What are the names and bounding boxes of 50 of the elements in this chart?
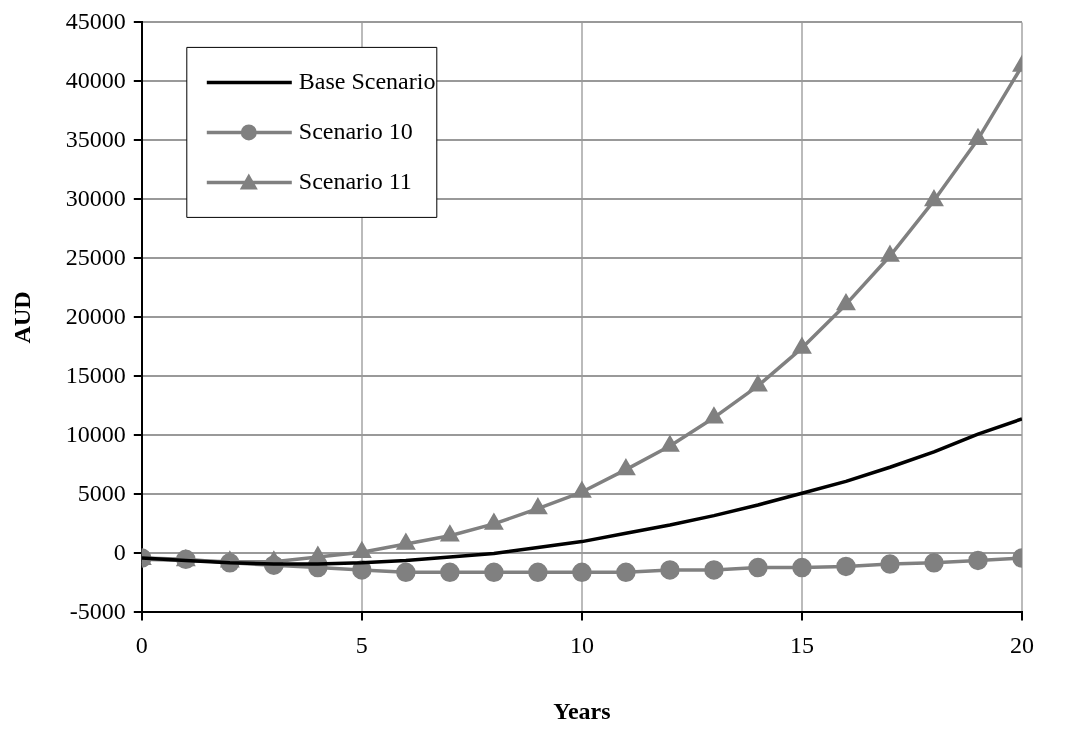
- point: [617, 459, 635, 476]
- point: [880, 554, 900, 574]
- point: [705, 407, 723, 424]
- point: [881, 246, 899, 262]
- y-tick-label: 40000: [65, 66, 126, 93]
- y-tick-label: 25000: [65, 243, 126, 270]
- point: [661, 436, 679, 452]
- x-tick-label: 20: [1010, 632, 1034, 659]
- y-tick-label: 0: [113, 538, 126, 565]
- y-tick-label: 20000: [65, 302, 126, 329]
- point: [616, 562, 636, 583]
- x-tick-label: 15: [789, 632, 814, 659]
- point: [528, 562, 548, 583]
- x-tick-label: 0: [135, 632, 148, 659]
- point: [397, 534, 415, 550]
- point: [353, 542, 371, 558]
- point: [660, 560, 680, 580]
- point: [484, 562, 504, 583]
- point: [837, 294, 855, 311]
- legend-label: Scenario 10: [298, 117, 413, 144]
- point: [748, 557, 768, 578]
- x-tick-label: 5: [355, 632, 368, 659]
- point: [396, 562, 416, 583]
- y-tick-label: 5000: [77, 479, 126, 506]
- point: [969, 129, 987, 145]
- point: [529, 498, 547, 515]
- point: [573, 482, 591, 498]
- point: [572, 562, 592, 583]
- point: [924, 553, 944, 573]
- point: [704, 560, 724, 580]
- point: [925, 190, 943, 207]
- point: [485, 514, 503, 530]
- point: [836, 556, 856, 577]
- x-tick-label: 10: [569, 632, 594, 659]
- y-tick-label: -5000: [69, 597, 126, 624]
- y-tick-label: 45000: [65, 7, 126, 34]
- y-tick-label: 10000: [65, 420, 126, 447]
- legend-label: Base Scenario: [298, 67, 436, 94]
- y-tick-label: 30000: [65, 184, 126, 211]
- y-tick-label: 35000: [65, 125, 126, 152]
- point: [792, 557, 812, 578]
- point: [440, 562, 460, 583]
- point: [441, 525, 459, 542]
- point: [793, 338, 811, 354]
- point: [749, 376, 767, 392]
- y-tick-label: 15000: [65, 361, 126, 388]
- point: [968, 550, 988, 571]
- legend-label: Scenario 11: [298, 167, 412, 194]
- y-axis-title: AUD: [8, 291, 35, 344]
- x-axis-title: Years: [553, 697, 611, 724]
